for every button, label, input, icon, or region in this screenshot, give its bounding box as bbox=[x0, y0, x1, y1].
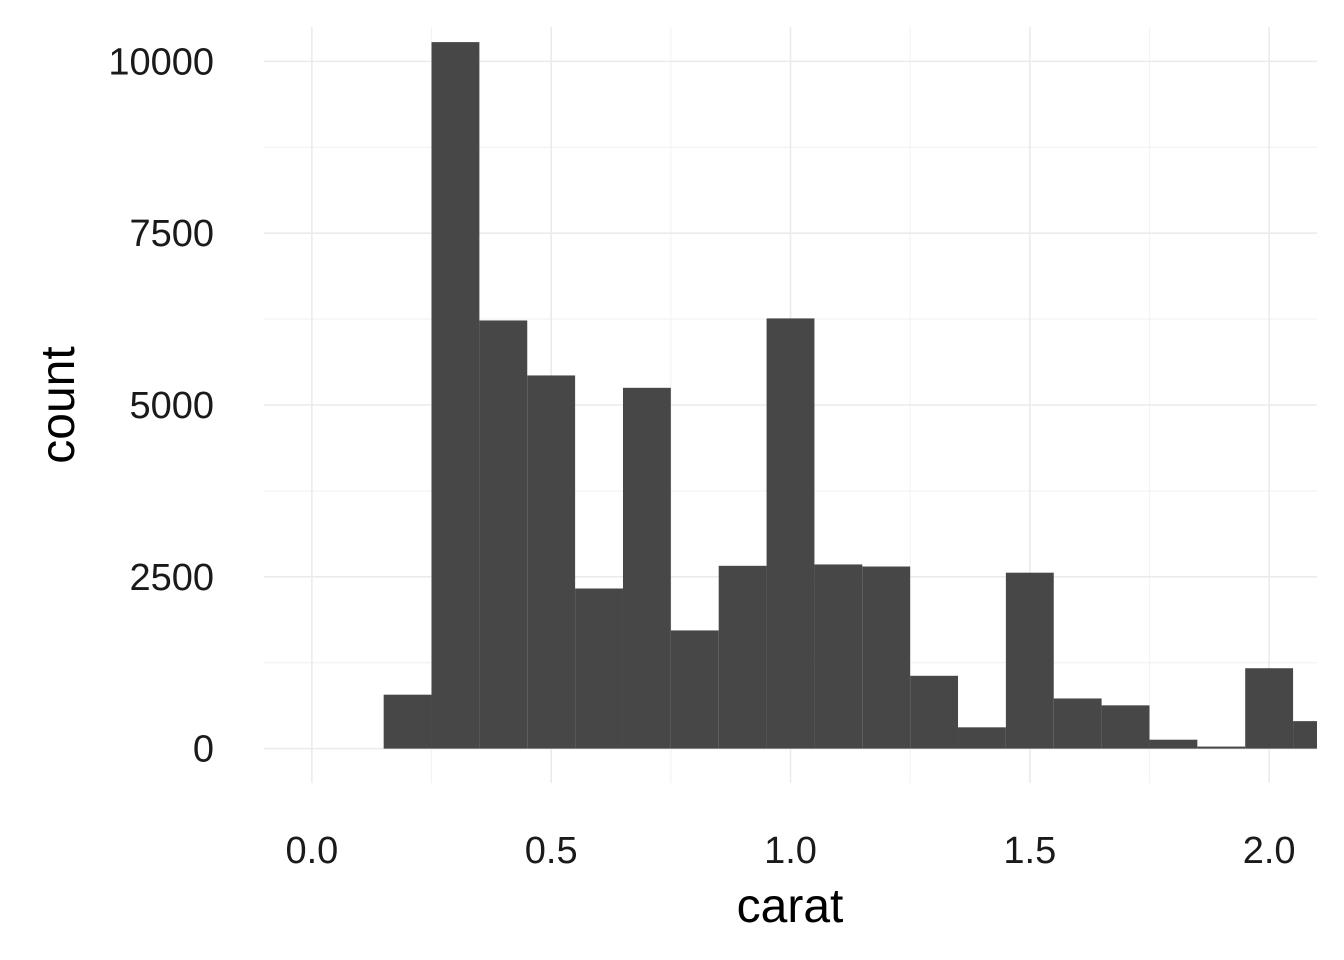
x-tick-label: 1.0 bbox=[764, 830, 817, 872]
x-tick-label: 2.0 bbox=[1243, 830, 1296, 872]
histogram-bar bbox=[527, 375, 576, 749]
histogram-bar bbox=[622, 387, 671, 749]
histogram-bar bbox=[718, 565, 767, 749]
histogram-bar bbox=[814, 564, 863, 749]
y-tick-label: 7500 bbox=[129, 213, 214, 255]
histogram-bar bbox=[910, 675, 959, 749]
histogram-bar bbox=[479, 320, 528, 749]
histogram-bar bbox=[1149, 739, 1198, 749]
x-tick-label: 1.5 bbox=[1003, 830, 1056, 872]
histogram-bars bbox=[383, 42, 1317, 749]
y-tick-label: 2500 bbox=[129, 557, 214, 599]
y-tick-label: 10000 bbox=[108, 41, 214, 83]
y-tick-label: 5000 bbox=[129, 385, 214, 427]
histogram-bar bbox=[862, 566, 911, 749]
histogram-bar bbox=[431, 42, 480, 749]
histogram-bar bbox=[958, 727, 1006, 749]
y-axis-title: count bbox=[32, 346, 85, 463]
x-tick-label: 0.5 bbox=[525, 830, 578, 872]
histogram-bar bbox=[1245, 668, 1294, 749]
y-tick-label: 0 bbox=[193, 729, 214, 771]
histogram-bar bbox=[383, 694, 432, 749]
histogram-bar bbox=[1101, 705, 1150, 749]
y-axis-tick-labels: 0 2500 5000 7500 10000 bbox=[108, 41, 214, 770]
x-tick-label: 0.0 bbox=[285, 830, 338, 872]
histogram-bar bbox=[575, 588, 623, 749]
histogram-bar bbox=[1053, 698, 1102, 749]
x-axis-tick-labels: 0.0 0.5 1.0 1.5 2.0 bbox=[285, 830, 1295, 872]
histogram-bar bbox=[1005, 572, 1054, 749]
histogram-bar bbox=[1197, 746, 1246, 749]
histogram-bar bbox=[670, 630, 719, 749]
histogram-bar bbox=[766, 318, 815, 749]
histogram-bar bbox=[1293, 721, 1317, 749]
x-axis-title: carat bbox=[737, 880, 844, 933]
